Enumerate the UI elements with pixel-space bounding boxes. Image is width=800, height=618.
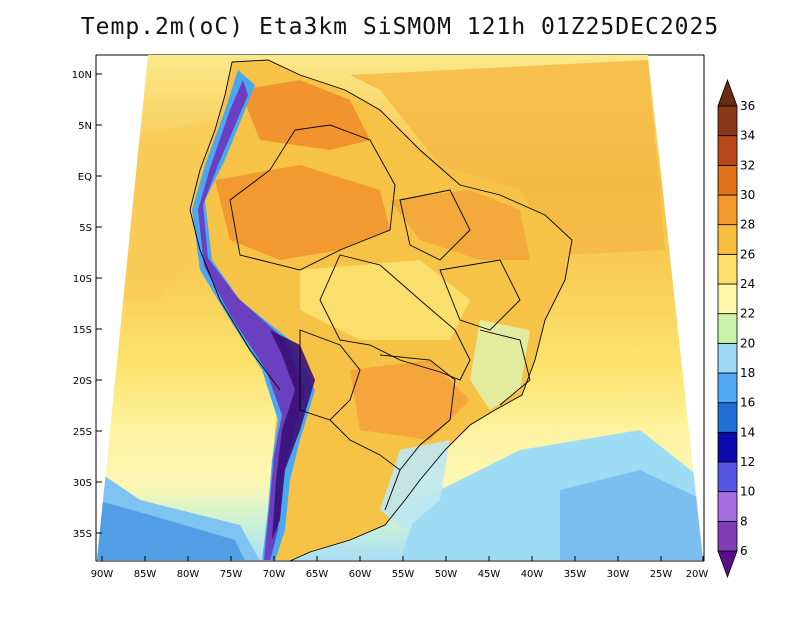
country-borders: [189, 59, 573, 562]
colorbar-bin: [717, 431, 738, 463]
lon-axis: 90W 85W 80W 75W 70W 65W 60W 55W 50W 45W …: [91, 556, 709, 580]
lon-label: 80W: [177, 569, 200, 580]
lat-label: 25S: [73, 427, 92, 438]
colorbar-bin: [717, 402, 738, 433]
colorbar-bin: [717, 491, 738, 522]
lon-label: 75W: [220, 569, 243, 580]
colorbar-label: 32: [740, 158, 755, 172]
map-title: Temp.2m(oC) Eta3km SiSMOM 121h 01Z25DEC2…: [80, 14, 720, 40]
colorbar-label: 12: [740, 455, 755, 469]
lon-label: 85W: [134, 569, 157, 580]
colorbar-label: 6: [740, 544, 748, 558]
lon-label: 50W: [435, 569, 458, 580]
colorbar-bin: [717, 253, 738, 285]
colorbar-label: 26: [740, 247, 755, 261]
colorbar-label: 20: [740, 336, 755, 350]
colorbar-label: 18: [740, 366, 755, 380]
colorbar-bin: [717, 164, 738, 196]
axes: 10N 5N EQ 5S 10S 15S 20S 25S 30S 35S: [72, 70, 709, 580]
colorbar-label: 34: [740, 129, 755, 143]
lat-label: 35S: [73, 529, 92, 540]
colorbar-bin: [717, 283, 738, 315]
lat-label: 5N: [78, 121, 92, 132]
colorbar-bin: [717, 135, 738, 166]
lon-label: 65W: [306, 569, 329, 580]
lon-label: 90W: [91, 569, 114, 580]
colorbar-label: 24: [740, 277, 755, 291]
lat-label: 10S: [73, 274, 92, 285]
colorbar-label: 16: [740, 396, 755, 410]
lat-label: 5S: [79, 223, 92, 234]
colorbar-bin: [717, 342, 738, 374]
map-field: [97, 55, 703, 560]
lat-label: 10N: [72, 70, 92, 81]
lon-label: 70W: [263, 569, 286, 580]
colorbar-label: 22: [740, 307, 755, 321]
lon-label: 25W: [650, 569, 673, 580]
map-frame: [95, 54, 705, 562]
colorbar-label: 10: [740, 485, 755, 499]
lat-label: 20S: [73, 376, 92, 387]
lon-label: 60W: [349, 569, 372, 580]
lat-axis: 10N 5N EQ 5S 10S 15S 20S 25S 30S 35S: [72, 70, 102, 540]
colorbar-label: 8: [740, 514, 748, 528]
colorbar-bin: [717, 78, 738, 107]
colorbar-bin: [717, 372, 738, 404]
colorbar-bin: [717, 520, 738, 552]
lon-label: 55W: [392, 569, 415, 580]
lon-label: 40W: [521, 569, 544, 580]
colorbar-bin: [717, 224, 738, 255]
colorbar-label: 36: [740, 99, 755, 113]
lon-label: 20W: [686, 569, 709, 580]
lat-label: EQ: [78, 172, 92, 183]
colorbar-bin: [717, 105, 738, 137]
lat-label: 30S: [73, 478, 92, 489]
lat-label: 15S: [73, 325, 92, 336]
lon-label: 45W: [478, 569, 501, 580]
colorbar-bin: [717, 313, 738, 344]
colorbar-bin: [717, 550, 738, 579]
lon-label: 30W: [607, 569, 630, 580]
colorbar-label: 14: [740, 425, 755, 439]
colorbar-label: 28: [740, 218, 755, 232]
colorbar: 6 8 10 12 14 16 18 20 22 24 26 28 30 32 34 36: [717, 78, 755, 579]
colorbar-bin: [717, 461, 738, 493]
lon-label: 35W: [564, 569, 587, 580]
colorbar-label: 30: [740, 188, 755, 202]
colorbar-bin: [717, 194, 738, 226]
